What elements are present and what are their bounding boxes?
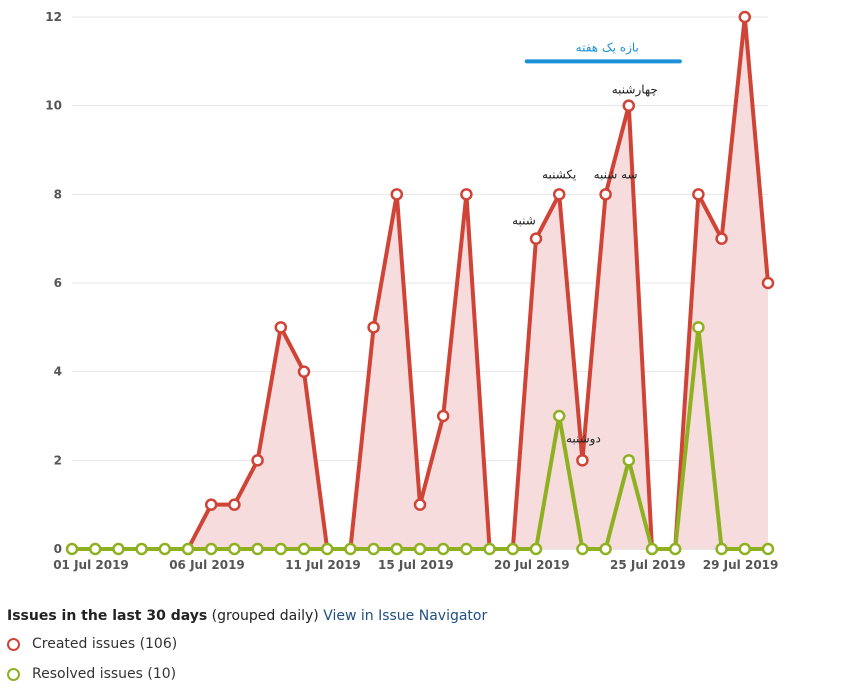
resolved-point (460, 542, 473, 556)
x-tick-label: 01 Jul 2019 (53, 558, 129, 572)
resolved-point (668, 542, 682, 556)
resolved-point (715, 542, 728, 556)
y-tick-label: 0 (54, 542, 62, 556)
x-tick-label: 25 Jul 2019 (610, 558, 686, 572)
y-tick-label: 12 (45, 10, 62, 24)
range-marker-label: بازه یک هفته (576, 40, 639, 55)
created-point (436, 409, 450, 423)
created-point (738, 10, 752, 24)
created-area (95, 17, 768, 549)
y-tick-label: 10 (45, 99, 62, 113)
y-tick-label: 2 (54, 453, 62, 467)
resolved-point (297, 542, 311, 556)
resolved-point (251, 542, 264, 556)
created-point (761, 276, 775, 290)
created-point (204, 498, 218, 511)
resolved-point (599, 542, 612, 556)
created-point (390, 188, 404, 201)
resolved-point (483, 542, 496, 556)
annotation-label: چهارشنبه (612, 83, 658, 98)
created-point (622, 99, 636, 112)
y-axis: 0 2 4 6 8 10 12 (45, 10, 62, 556)
resolved-point (692, 321, 705, 334)
resolved-swatch-icon (7, 667, 20, 681)
annotation-label: سه شنبه (594, 167, 638, 181)
x-tick-label: 29 Jul 2019 (703, 558, 779, 572)
issue-navigator-link[interactable]: View in Issue Navigator (323, 608, 488, 624)
created-point (599, 188, 612, 201)
resolved-point (390, 542, 404, 556)
legend-resolved-label: Resolved issues (10) (32, 666, 177, 682)
created-point (274, 321, 288, 334)
resolved-point (436, 542, 450, 556)
created-swatch-icon (7, 637, 20, 651)
y-tick-label: 8 (54, 187, 62, 201)
resolved-point (552, 409, 566, 423)
resolved-point (529, 542, 543, 556)
resolved-point (413, 542, 427, 556)
resolved-point (645, 542, 659, 556)
annotation-label: شنبه (512, 214, 536, 228)
resolved-point (204, 542, 218, 556)
resolved-point (344, 542, 357, 556)
created-point (367, 321, 380, 334)
annotation-label: دوشنبه (566, 431, 601, 446)
legend-created[interactable]: Created issues (106) (7, 636, 177, 652)
resolved-point (88, 542, 102, 556)
resolved-point (738, 542, 752, 556)
created-point (297, 365, 311, 378)
resolved-point (181, 542, 195, 556)
x-tick-label: 20 Jul 2019 (494, 558, 570, 572)
resolved-point (228, 542, 241, 556)
created-point (715, 232, 728, 245)
resolved-point (135, 542, 148, 556)
resolved-point (320, 542, 334, 556)
resolved-point (761, 542, 775, 556)
resolved-point (158, 542, 172, 556)
annotation-label: یکشنبه (542, 167, 576, 181)
resolved-point (576, 542, 589, 556)
y-tick-label: 4 (54, 365, 62, 379)
annotations-layer: شنبه یکشنبه دوشنبه سه شنبه چهارشنبه بازه یک ه… (512, 40, 682, 446)
series-layer (65, 10, 775, 556)
x-tick-label: 11 Jul 2019 (285, 558, 361, 572)
issues-chart: 0 2 4 6 8 10 12 01 Jul 2019 06 Jul 2019 11 Jul 2… (45, 10, 779, 572)
created-point (576, 454, 589, 467)
grouping-label: (grouped daily) (211, 608, 319, 624)
created-point (529, 232, 543, 245)
resolved-point (506, 542, 520, 556)
resolved-point (367, 542, 380, 556)
resolved-point (274, 542, 288, 556)
resolved-point (622, 454, 636, 467)
resolved-point (65, 542, 79, 556)
chart-footer: Issues in the last 30 days (grouped dail… (7, 608, 487, 624)
created-point (692, 188, 705, 201)
created-point (251, 454, 264, 467)
y-tick-label: 6 (54, 276, 62, 290)
created-point (552, 188, 566, 201)
created-point (413, 498, 427, 511)
created-point (228, 498, 241, 511)
x-tick-label: 15 Jul 2019 (378, 558, 454, 572)
grid-lines (72, 16, 768, 461)
resolved-point (112, 542, 125, 556)
legend-resolved[interactable]: Resolved issues (10) (7, 666, 176, 682)
x-axis: 01 Jul 2019 06 Jul 2019 11 Jul 2019 15 Jul … (53, 548, 779, 572)
chart-title: Issues in the last 30 days (7, 608, 208, 624)
created-point (460, 188, 473, 201)
x-tick-label: 06 Jul 2019 (169, 558, 245, 572)
legend-created-label: Created issues (106) (32, 636, 178, 652)
